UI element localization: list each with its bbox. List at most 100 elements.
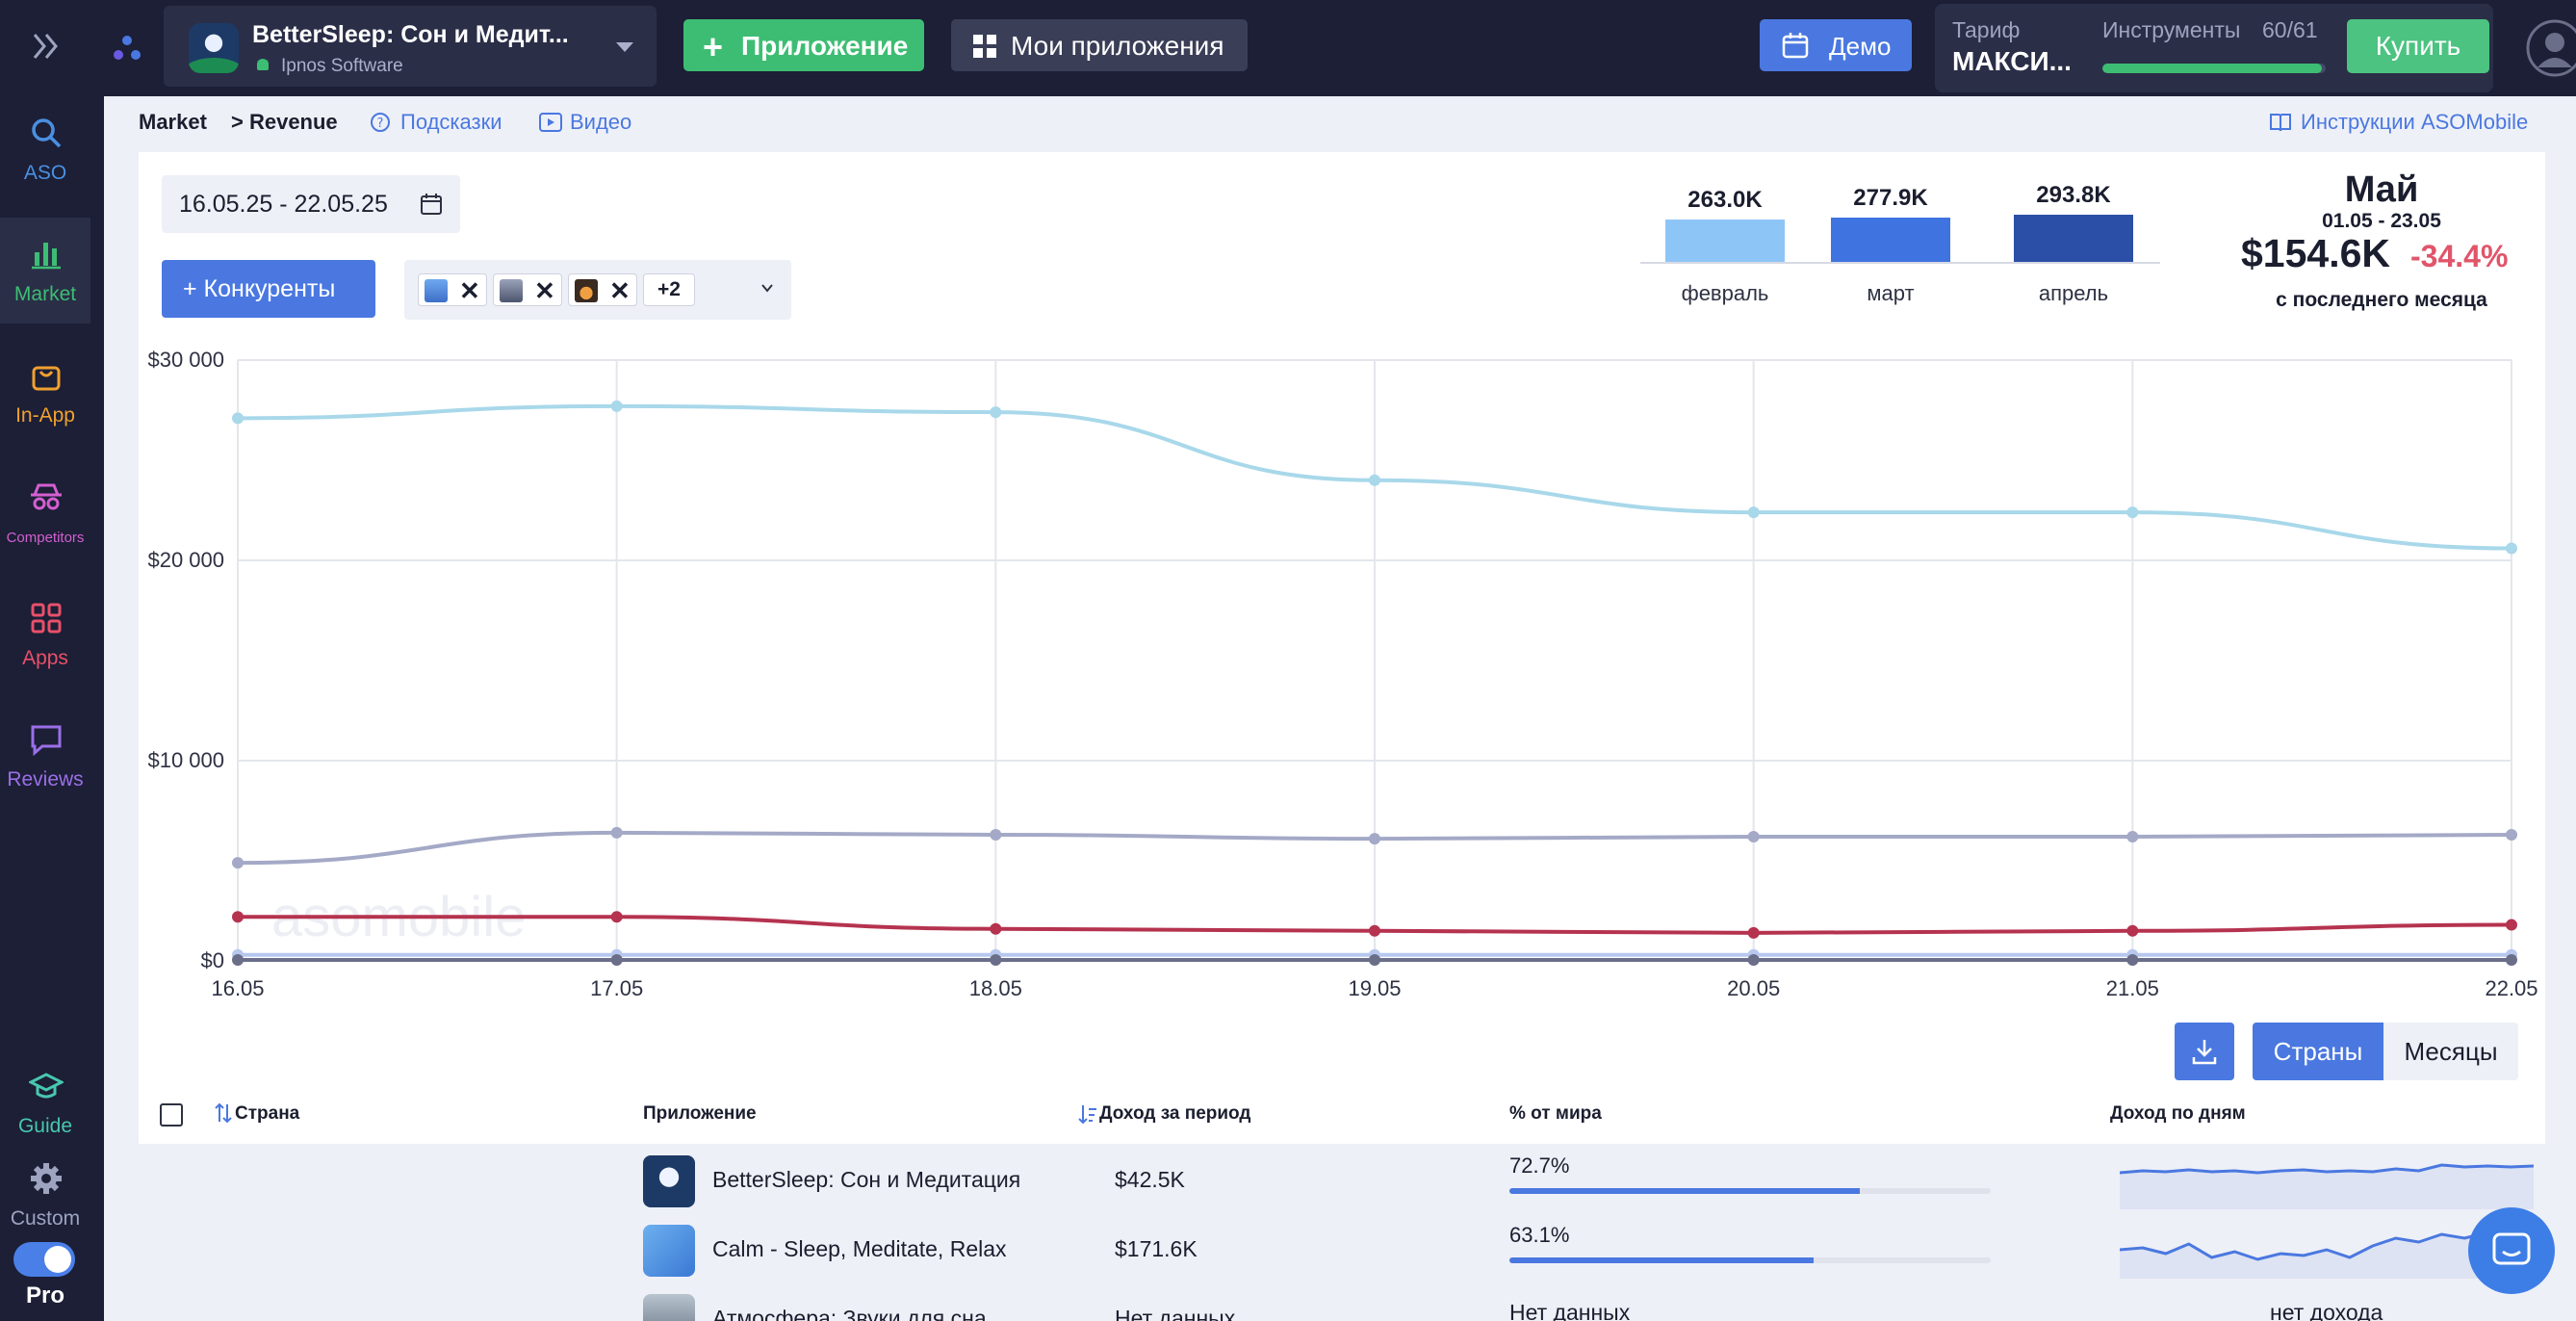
gear-icon bbox=[31, 1163, 62, 1194]
y-tick-label: $30 000 bbox=[147, 348, 224, 372]
data-point bbox=[990, 953, 1002, 966]
data-point bbox=[610, 826, 623, 839]
remove-icon[interactable]: ✕ bbox=[459, 276, 480, 305]
table-row[interactable]: BetterSleep: Сон и Медитация $42.5K 72.7… bbox=[139, 1144, 2545, 1213]
competitors-select[interactable]: ✕ ✕ ✕ +2 bbox=[404, 260, 791, 320]
sidebar-item-reviews[interactable]: Reviews bbox=[0, 703, 90, 809]
expand-sidebar-icon[interactable] bbox=[29, 29, 64, 64]
data-point bbox=[1369, 953, 1380, 966]
more-competitors-badge[interactable]: +2 bbox=[643, 273, 695, 306]
competitor-app-icon bbox=[575, 279, 598, 302]
row-app-name: BetterSleep: Сон и Медитация bbox=[712, 1167, 1021, 1192]
svg-text:?: ? bbox=[377, 117, 384, 131]
data-point bbox=[2126, 831, 2139, 843]
android-icon bbox=[257, 59, 269, 70]
add-app-button[interactable]: + Приложение bbox=[683, 19, 924, 71]
column-header-country[interactable]: Страна bbox=[235, 1103, 300, 1124]
row-share-bar bbox=[1509, 1257, 1991, 1263]
column-header-revenue[interactable]: Доход за период bbox=[1099, 1103, 1251, 1124]
buy-button[interactable]: Купить bbox=[2347, 19, 2489, 73]
current-month-since: с последнего месяца bbox=[2276, 289, 2487, 311]
video-play-icon bbox=[539, 113, 562, 132]
data-point bbox=[2126, 506, 2139, 519]
sidebar-item-competitors[interactable]: Competitors bbox=[0, 460, 90, 566]
data-point bbox=[610, 400, 623, 412]
chat-icon bbox=[31, 725, 62, 757]
data-point bbox=[2126, 953, 2139, 966]
sidebar-item-guide[interactable]: Guide bbox=[0, 1049, 90, 1155]
revenue-card: 16.05.25 - 22.05.25 + Конкуренты ✕ ✕ ✕ +… bbox=[139, 152, 2545, 1321]
column-header-world-share[interactable]: % от мира bbox=[1509, 1103, 1602, 1124]
data-point bbox=[610, 911, 623, 923]
month-label-mar: март bbox=[1867, 281, 1915, 305]
sort-desc-icon[interactable] bbox=[1078, 1103, 1097, 1125]
current-month-title: Май bbox=[2344, 169, 2419, 210]
data-point bbox=[232, 857, 244, 869]
row-revenue: $42.5K bbox=[1115, 1167, 1185, 1192]
y-tick-label: $10 000 bbox=[147, 748, 224, 772]
tab-months[interactable]: Месяцы bbox=[2383, 1023, 2518, 1080]
sort-icon[interactable] bbox=[214, 1101, 233, 1125]
data-point bbox=[990, 828, 1002, 841]
sidebar-item-in-app[interactable]: In-App bbox=[0, 339, 90, 445]
row-daily-sparkline bbox=[2120, 1163, 2534, 1209]
user-avatar-icon[interactable] bbox=[2526, 19, 2576, 77]
spy-icon bbox=[31, 483, 62, 510]
select-all-checkbox[interactable] bbox=[160, 1103, 183, 1127]
month-label-feb: февраль bbox=[1681, 281, 1769, 305]
month-bar-mar bbox=[1831, 218, 1950, 262]
video-link[interactable]: Видео bbox=[570, 110, 632, 134]
tab-countries[interactable]: Страны bbox=[2253, 1023, 2383, 1080]
sparkline-area bbox=[2120, 1165, 2534, 1209]
add-competitors-button[interactable]: + Конкуренты bbox=[162, 260, 375, 318]
current-month-period: 01.05 - 23.05 bbox=[2322, 210, 2441, 232]
date-range-picker[interactable]: 16.05.25 - 22.05.25 bbox=[162, 175, 460, 233]
app-selector[interactable]: BetterSleep: Сон и Медит... Ipnos Softwa… bbox=[164, 6, 657, 87]
support-chat-button[interactable] bbox=[2468, 1207, 2555, 1294]
instructions-link[interactable]: Инструкции ASOMobile bbox=[2270, 110, 2528, 135]
remove-icon[interactable]: ✕ bbox=[534, 276, 555, 305]
sparkline-line bbox=[2120, 1227, 2534, 1261]
sidebar-item-aso[interactable]: ASO bbox=[0, 96, 90, 202]
tools-label: Инструменты bbox=[2102, 17, 2241, 42]
app-icon bbox=[643, 1155, 695, 1207]
download-icon bbox=[2192, 1040, 2217, 1065]
table-row[interactable]: Атмосфера: Звуки для сна... Нет данных Н… bbox=[139, 1282, 2545, 1321]
data-point bbox=[1369, 924, 1380, 937]
download-button[interactable] bbox=[2175, 1023, 2234, 1080]
sidebar-item-custom[interactable]: Custom bbox=[0, 1142, 90, 1248]
data-point bbox=[1369, 474, 1380, 486]
month-bar-apr bbox=[2014, 215, 2133, 262]
data-point bbox=[2126, 924, 2139, 937]
data-point bbox=[232, 412, 244, 425]
demo-button[interactable]: Демо bbox=[1760, 19, 1912, 71]
column-header-daily[interactable]: Доход по дням bbox=[2110, 1103, 2246, 1124]
data-point bbox=[2506, 542, 2517, 555]
column-header-app[interactable]: Приложение bbox=[643, 1103, 757, 1124]
calendar-icon bbox=[421, 194, 442, 215]
data-point bbox=[232, 911, 244, 923]
row-app-name: Calm - Sleep, Meditate, Relax bbox=[712, 1236, 1007, 1261]
competitor-chip[interactable]: ✕ bbox=[418, 273, 487, 306]
table-row[interactable]: Calm - Sleep, Meditate, Relax $171.6K 63… bbox=[139, 1213, 2545, 1282]
remove-icon[interactable]: ✕ bbox=[609, 276, 631, 305]
row-app-name: Атмосфера: Звуки для сна... bbox=[712, 1306, 1005, 1321]
breadcrumb-market[interactable]: Market bbox=[139, 110, 207, 134]
row-revenue: Нет данных bbox=[1115, 1306, 1236, 1321]
asomobile-logo-icon[interactable] bbox=[112, 33, 142, 64]
hints-link[interactable]: Подсказки bbox=[400, 110, 502, 134]
monthly-revenue-bars: 263.0K февраль 277.9K март 293.8K апрель bbox=[1640, 152, 2160, 316]
competitor-chip[interactable]: ✕ bbox=[493, 273, 562, 306]
my-apps-button[interactable]: Мои приложения bbox=[951, 19, 1248, 71]
data-point bbox=[2506, 828, 2517, 841]
sidebar-item-market[interactable]: Market bbox=[0, 218, 90, 324]
sidebar-item-apps[interactable]: Apps bbox=[0, 582, 90, 687]
row-revenue: $171.6K bbox=[1115, 1236, 1198, 1261]
row-daily-empty: нет дохода bbox=[2270, 1300, 2383, 1321]
chevron-down-icon bbox=[761, 284, 773, 293]
competitor-chip[interactable]: ✕ bbox=[568, 273, 637, 306]
pro-toggle[interactable] bbox=[13, 1242, 75, 1277]
data-point bbox=[1369, 833, 1380, 845]
x-tick-label: 18.05 bbox=[969, 976, 1022, 1000]
plan-value: МАКСИ... bbox=[1952, 46, 2072, 76]
